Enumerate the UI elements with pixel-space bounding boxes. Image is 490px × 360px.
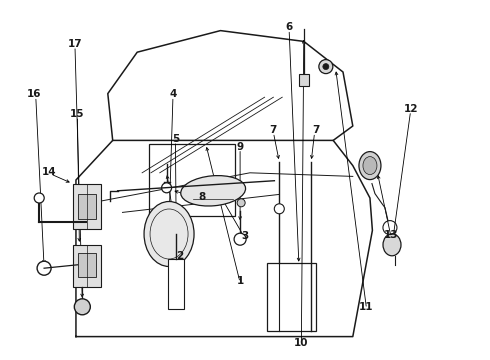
Bar [169,259,184,309]
Bar [299,74,309,86]
Ellipse shape [363,157,377,175]
Text: 2: 2 [176,251,183,261]
Ellipse shape [359,152,381,180]
Circle shape [234,233,246,245]
Text: 17: 17 [68,39,82,49]
Ellipse shape [383,234,401,256]
Bar [149,144,235,216]
Bar [267,263,316,331]
Text: 13: 13 [384,230,398,240]
Ellipse shape [181,176,245,206]
Text: 1: 1 [237,276,244,286]
Text: 8: 8 [199,192,206,202]
Text: 10: 10 [294,338,309,348]
Bar [77,253,96,277]
Circle shape [319,60,333,73]
Circle shape [323,64,329,69]
Bar [73,245,100,287]
Circle shape [34,193,44,203]
Text: 16: 16 [27,89,42,99]
Ellipse shape [144,202,194,266]
Text: 12: 12 [403,104,418,114]
Text: 7: 7 [270,125,277,135]
Circle shape [162,183,172,193]
Text: 6: 6 [286,22,293,32]
Circle shape [237,199,245,207]
Circle shape [37,261,51,275]
Circle shape [274,204,284,214]
Text: 14: 14 [42,167,56,177]
Circle shape [74,299,90,315]
Text: 4: 4 [169,89,177,99]
Text: 3: 3 [242,231,248,241]
Bar [77,194,96,219]
Text: 5: 5 [172,134,179,144]
Text: 15: 15 [70,109,85,119]
Bar [73,184,100,229]
Text: 11: 11 [359,302,374,312]
Text: 7: 7 [312,125,320,135]
Text: 9: 9 [237,141,244,152]
